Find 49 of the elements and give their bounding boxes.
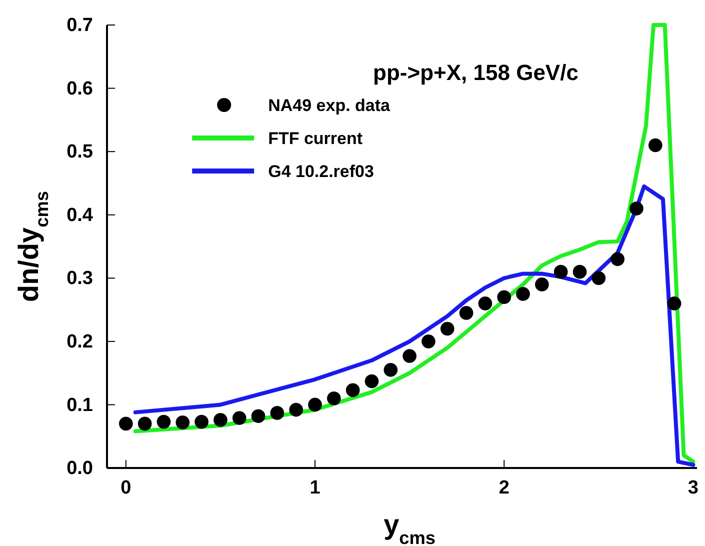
- point: [138, 416, 152, 431]
- x-axis-title: y$_{cms}$: [384, 509, 436, 546]
- point: [308, 398, 322, 412]
- point: [176, 416, 190, 430]
- y-tick-label: 0.1: [66, 394, 94, 416]
- point: [667, 296, 682, 310]
- point: [535, 278, 549, 292]
- y-tick-label: 0.2: [66, 332, 93, 353]
- point: [232, 411, 246, 425]
- point: [289, 402, 304, 417]
- point: [592, 271, 606, 286]
- y-tick-label: 0.4: [66, 204, 94, 226]
- point: [459, 306, 474, 320]
- point: [630, 202, 644, 216]
- text: pp->p+X, 158 GeV/c: [373, 60, 578, 85]
- point: [251, 409, 266, 423]
- y-tick-label: 0.3: [66, 268, 93, 290]
- point: [327, 391, 341, 406]
- x-tick-label: 0: [120, 477, 132, 498]
- point: [346, 383, 360, 398]
- y-tick-label: 0.0: [66, 458, 93, 480]
- point: [572, 264, 587, 279]
- legend-label: G4 10.2.ref03: [268, 162, 374, 181]
- point: [270, 406, 284, 420]
- y-tick-label: 0.5: [66, 142, 94, 163]
- point: [119, 416, 133, 431]
- point: [422, 334, 436, 348]
- point: [648, 138, 662, 152]
- point: [402, 349, 416, 363]
- point: [610, 252, 624, 266]
- y-tick-label: 0.6: [66, 78, 93, 100]
- point: [364, 374, 379, 388]
- line-series: [133, 23, 696, 464]
- y-tick-label: 0.7: [66, 15, 93, 36]
- point: [440, 322, 454, 336]
- point: [156, 414, 171, 429]
- point: [194, 414, 208, 429]
- x-tick-label: 1: [310, 477, 321, 498]
- point: [384, 363, 398, 377]
- legend-label: NA49 exp. data: [268, 96, 391, 115]
- x-tick-label: 3: [688, 477, 699, 498]
- line-series: [133, 184, 696, 467]
- point: [214, 413, 228, 427]
- point: [516, 287, 530, 301]
- point: [478, 296, 492, 310]
- x-tick-label: 2: [498, 477, 510, 498]
- point: [554, 264, 568, 279]
- legend-label: FTF current: [268, 129, 363, 148]
- point: [497, 290, 512, 304]
